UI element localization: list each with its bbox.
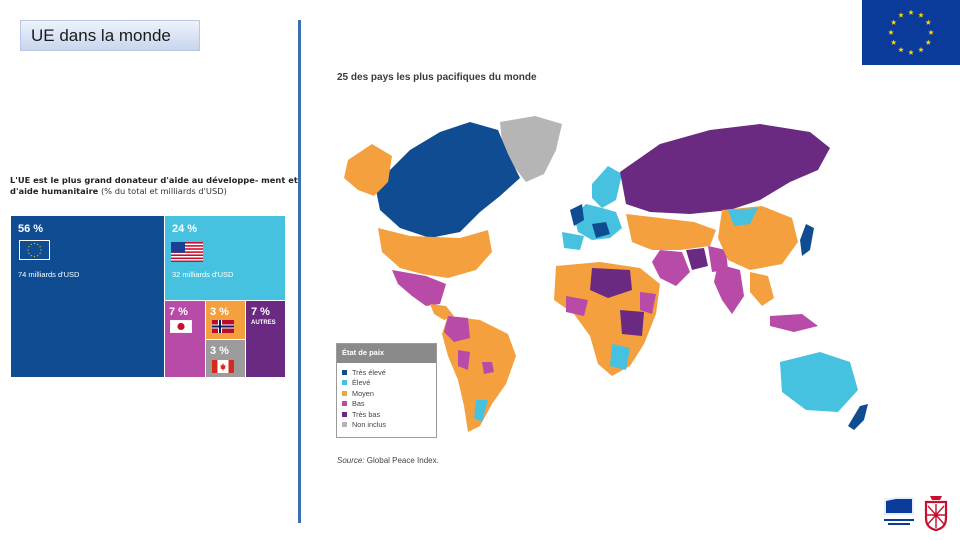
japan-percent: 7 % — [169, 306, 188, 318]
european-commission-logo — [884, 497, 914, 525]
aid-heading-unit: (% du total et milliards d'USD) — [98, 186, 227, 196]
legend-swatch — [342, 369, 347, 375]
legend-title: État de paix — [337, 344, 436, 363]
legend-label: Bas — [352, 399, 365, 409]
treemap-other: 7 % AUTRES — [246, 301, 285, 377]
legend-label: Très bas — [352, 409, 381, 419]
treemap-japan: 7 % — [165, 301, 205, 377]
source-text: Global Peace Index. — [364, 456, 439, 465]
other-percent: 7 % — [251, 306, 270, 318]
us-percent: 24 % — [172, 223, 198, 235]
legend-swatch — [342, 380, 347, 386]
legend-swatch — [342, 411, 347, 417]
map-title: 25 des pays les plus pacifiques du monde — [337, 72, 537, 83]
aid-heading-bold: L'UE est le plus grand donateur d'aide a… — [10, 175, 298, 196]
legend-label: Moyen — [352, 388, 374, 398]
aid-heading: L'UE est le plus grand donateur d'aide a… — [10, 175, 300, 197]
norway-percent: 3 % — [210, 306, 229, 318]
legend-label: Très élevé — [352, 367, 386, 377]
source-label: Source: — [337, 456, 365, 465]
slide-title: UE dans la monde — [20, 20, 200, 51]
vertical-divider — [298, 20, 301, 523]
legend-item: Moyen — [342, 388, 436, 399]
eu-small-flag-icon — [30, 456, 61, 476]
legend-item: Non inclus — [342, 420, 436, 431]
map-legend: État de paix Très élevé Élevé Moyen Bas Très… — [336, 343, 437, 438]
legend-item: Très élevé — [342, 367, 436, 378]
legend-item: Très bas — [342, 409, 436, 420]
eu-amount: 74 milliards d'USD — [18, 270, 80, 279]
legend-list: Très élevé Élevé Moyen Bas Très bas Non inclu… — [342, 367, 436, 430]
other-label: AUTRES — [251, 320, 276, 326]
japan-flag-icon — [170, 320, 192, 333]
us-flag-icon — [171, 242, 203, 262]
eu-small-flag-icon — [19, 240, 50, 260]
canada-flag-icon — [212, 360, 234, 373]
navarra-coat-of-arms-logo — [924, 496, 948, 532]
legend-label: Élevé — [352, 378, 371, 388]
legend-label: Non inclus — [352, 420, 387, 430]
us-amount: 32 milliards d'USD — [172, 270, 234, 279]
map-source: Source: Global Peace Index. — [337, 456, 439, 465]
legend-swatch — [342, 422, 347, 428]
world-peace-map — [344, 116, 868, 432]
eu-flag-icon — [862, 0, 960, 65]
legend-item: Bas — [342, 399, 436, 410]
legend-item: Élevé — [342, 378, 436, 389]
norway-flag-icon — [212, 320, 234, 333]
eu-percent: 56 % — [18, 223, 44, 235]
legend-swatch — [342, 390, 347, 396]
legend-swatch — [342, 401, 347, 407]
canada-percent: 3 % — [210, 345, 229, 357]
